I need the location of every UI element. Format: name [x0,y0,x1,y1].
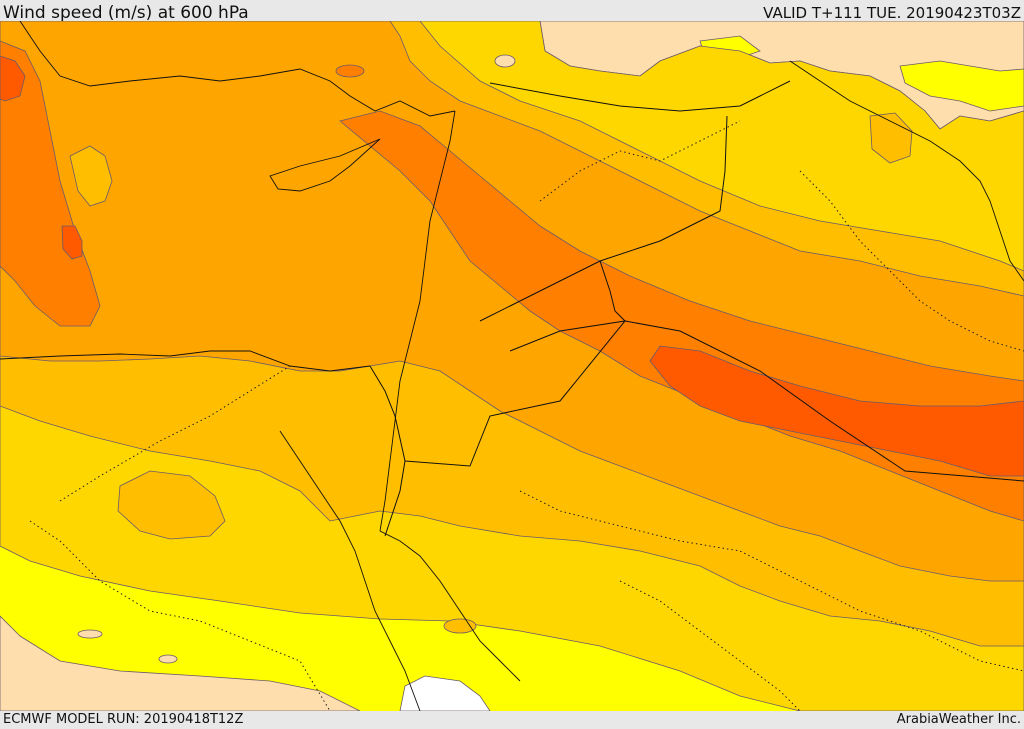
border-saudi-north [599,260,1024,482]
wind-speed-map [0,21,1024,711]
contour-very-light-speck2 [158,654,178,664]
admin-border-3 [519,490,1024,672]
credit: ArabiaWeather Inc. [896,712,1021,727]
coastline-egypt [0,350,371,372]
coastline-levant [379,110,456,532]
contour-extreme-west [0,55,26,102]
map-canvas [0,21,1024,711]
coastline-gulf [789,60,1024,282]
admin-border-5 [799,170,1024,352]
contour-fresh-patch-south [117,470,226,540]
contour-moderate-speck [443,618,477,634]
admin-border-6 [619,580,801,711]
contour-calm-south [399,675,491,711]
contour-very-light-speck3 [494,54,516,68]
model-run: ECMWF MODEL RUN: 20190418T12Z [3,712,244,727]
header-bar: Wind speed (m/s) at 600 hPa VALID T+111 … [0,0,1024,23]
border-jordan-iraq [479,115,728,322]
admin-border-2 [29,520,331,711]
footer-bar: ECMWF MODEL RUN: 20190418T12Z ArabiaWeat… [0,711,1024,729]
contour-strong [0,21,1024,582]
contour-extreme [649,345,1024,477]
coastline-cyprus [269,138,381,192]
contour-fresh-patch-cyprus [69,145,113,207]
coastline-red-sea [279,430,421,711]
contour-moderate-patch-ne [869,112,913,164]
border-jordan-saudi [404,320,627,467]
valid-time: VALID T+111 TUE. 20190423T03Z [763,4,1021,22]
contour-extreme-west-blob [61,225,83,260]
map-title: Wind speed (m/s) at 600 hPa [3,3,249,23]
admin-border-1 [59,365,291,502]
coastline-aqaba [379,530,521,682]
border-egypt-israel [369,365,406,537]
contour-very-light-sw [0,615,361,711]
contour-light-ne-patch2 [899,60,1024,112]
contour-very-strong-speck [335,64,365,78]
border-syria-iraq [489,80,791,112]
contour-very-light-speck [77,629,103,639]
admin-border-4 [539,120,741,202]
coastline-turkey [19,21,456,117]
